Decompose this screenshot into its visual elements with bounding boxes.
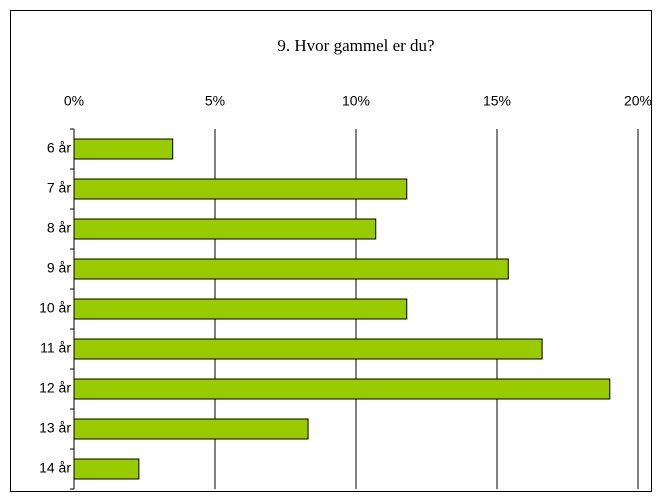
bar <box>73 298 408 320</box>
y-tick-label: 10 år <box>39 300 71 316</box>
y-tick-label: 9 år <box>47 260 71 276</box>
chart-title: 9. Hvor gammel er du? <box>277 36 434 55</box>
y-tick-label: 11 år <box>40 340 71 356</box>
bar <box>73 458 140 480</box>
bar <box>73 218 377 240</box>
bar <box>73 178 408 200</box>
y-tick-label: 12 år <box>39 380 71 396</box>
x-tick-label: 0% <box>64 93 84 109</box>
bar <box>73 418 309 440</box>
y-tick-label: 14 år <box>39 460 71 476</box>
y-tick-label: 6 år <box>47 140 71 156</box>
x-tick-label: 20% <box>624 93 652 109</box>
bar <box>73 338 543 360</box>
bar <box>73 378 611 400</box>
y-tick-label: 8 år <box>47 220 71 236</box>
bar <box>73 138 174 160</box>
y-tick-label: 13 år <box>39 420 71 436</box>
x-tick-label: 15% <box>483 93 511 109</box>
x-tick-label: 10% <box>342 93 370 109</box>
y-tick-label: 7 år <box>47 180 71 196</box>
bar <box>73 258 509 280</box>
chart-frame <box>10 10 652 492</box>
x-tick-label: 5% <box>205 93 225 109</box>
